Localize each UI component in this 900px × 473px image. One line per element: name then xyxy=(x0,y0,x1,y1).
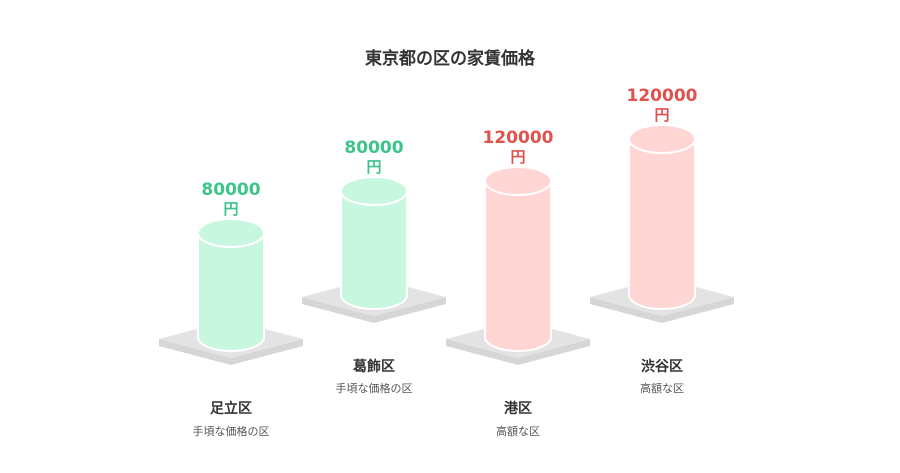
category-description: 高額な区 xyxy=(640,382,684,395)
bar-body xyxy=(628,138,696,310)
platform-side xyxy=(590,297,734,323)
bar-top xyxy=(197,218,265,248)
category-label: 葛飾区 xyxy=(353,359,395,375)
category-label: 港区 xyxy=(504,401,532,417)
value-label: 80000 xyxy=(344,138,403,158)
platform-side xyxy=(446,339,590,365)
bar-body xyxy=(484,180,552,352)
chart-title: 東京都の区の家賃価格 xyxy=(365,49,535,69)
platform-side xyxy=(302,297,446,323)
unit-label: 円 xyxy=(366,158,381,176)
category-label: 渋谷区 xyxy=(641,359,683,375)
value-label: 120000 xyxy=(483,128,554,148)
bar-top xyxy=(340,176,408,206)
bar-top xyxy=(628,124,696,154)
platform-side xyxy=(159,339,303,365)
category-label: 足立区 xyxy=(210,401,252,417)
bar-body xyxy=(340,190,408,310)
category-description: 高額な区 xyxy=(496,425,540,438)
bar-body xyxy=(197,232,265,352)
category-description: 手頃な価格の区 xyxy=(335,382,413,395)
unit-label: 円 xyxy=(223,200,238,218)
unit-label: 円 xyxy=(654,106,669,124)
unit-label: 円 xyxy=(510,148,525,166)
category-description: 手頃な価格の区 xyxy=(192,425,270,438)
value-label: 120000 xyxy=(627,86,698,106)
value-label: 80000 xyxy=(201,180,260,200)
bar-top xyxy=(484,166,552,196)
